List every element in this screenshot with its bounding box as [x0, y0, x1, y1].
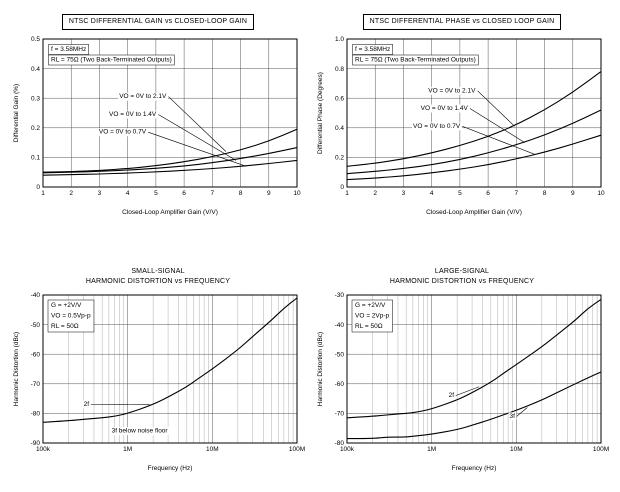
svg-text:VO = 0V to 0.7V: VO = 0V to 0.7V	[413, 123, 461, 130]
svg-text:-80: -80	[31, 411, 41, 418]
svg-text:0.8: 0.8	[335, 66, 344, 73]
chart-title-ntsc-diff-phase: NTSC DIFFERENTIAL PHASE vs CLOSED LOOP G…	[362, 14, 562, 30]
svg-text:100M: 100M	[593, 446, 609, 453]
svg-text:3: 3	[402, 190, 406, 197]
svg-text:9: 9	[571, 190, 575, 197]
svg-text:RL = 75Ω (Two Back-Terminated: RL = 75Ω (Two Back-Terminated Outputs)	[51, 56, 172, 63]
svg-text:10M: 10M	[206, 446, 219, 453]
svg-text:-90: -90	[31, 441, 41, 448]
svg-text:-70: -70	[31, 381, 41, 388]
svg-text:0.3: 0.3	[31, 95, 40, 102]
svg-text:Frequency (Hz): Frequency (Hz)	[452, 465, 497, 472]
ntsc-diff-phase-chart: 1 2 3 4 5 6 7 8 9 10 0 0.2 0.4 0.6 0.8 1.0 Closed-Loop A…	[317, 36, 605, 216]
charts-grid: NTSC DIFFERENTIAL GAIN vs CLOSED-LOOP GA…	[8, 14, 612, 473]
svg-text:0: 0	[36, 184, 40, 191]
svg-text:Harmonic Distortion (dBc): Harmonic Distortion (dBc)	[317, 332, 324, 406]
svg-text:VO = 0V to 1.4V: VO = 0V to 1.4V	[421, 105, 469, 112]
svg-text:Differential Gain (%): Differential Gain (%)	[13, 84, 20, 142]
svg-text:-50: -50	[335, 352, 345, 359]
svg-text:G = +2V/V: G = +2V/V	[51, 302, 82, 309]
svg-text:100M: 100M	[289, 446, 305, 453]
svg-text:3: 3	[98, 190, 102, 197]
svg-text:VO = 2Vp-p: VO = 2Vp-p	[355, 313, 390, 320]
svg-text:8: 8	[239, 190, 243, 197]
svg-text:f = 3.58MHz: f = 3.58MHz	[355, 46, 390, 53]
svg-text:100k: 100k	[36, 446, 51, 453]
chart-title-small-signal-distortion: SMALL-SIGNAL HARMONIC DISTORTION vs FREQ…	[85, 267, 231, 285]
svg-text:3f below noise floor: 3f below noise floor	[112, 428, 169, 435]
svg-text:0.1: 0.1	[31, 154, 40, 161]
svg-text:VO = 0V to 0.7V: VO = 0V to 0.7V	[99, 129, 147, 136]
svg-text:8: 8	[543, 190, 547, 197]
svg-text:0.6: 0.6	[335, 95, 344, 102]
svg-text:RL = 50Ω: RL = 50Ω	[355, 323, 383, 330]
chart-panel-small-signal-distortion: SMALL-SIGNAL HARMONIC DISTORTION vs FREQ…	[8, 267, 308, 474]
svg-text:Frequency (Hz): Frequency (Hz)	[148, 465, 193, 472]
svg-text:-60: -60	[335, 381, 345, 388]
svg-text:3f: 3f	[510, 413, 516, 420]
svg-text:0.5: 0.5	[31, 36, 40, 43]
svg-text:2f: 2f	[449, 393, 455, 400]
chart-panel-ntsc-diff-phase: NTSC DIFFERENTIAL PHASE vs CLOSED LOOP G…	[312, 14, 612, 217]
svg-text:1M: 1M	[123, 446, 132, 453]
svg-text:9: 9	[267, 190, 271, 197]
svg-text:VO = 0V to 1.4V: VO = 0V to 1.4V	[109, 111, 157, 118]
svg-text:7: 7	[515, 190, 519, 197]
svg-text:0.4: 0.4	[31, 66, 40, 73]
chart-title-ntsc-diff-gain: NTSC DIFFERENTIAL GAIN vs CLOSED-LOOP GA…	[61, 14, 255, 30]
svg-text:6: 6	[486, 190, 490, 197]
ntsc-diff-gain-chart: 1 2 3 4 5 6 7 8 9 10 0 0.1 0.2 0.3 0.4 0.5 Closed-Loop A…	[13, 36, 301, 216]
svg-text:1: 1	[345, 190, 349, 197]
svg-text:Differential Phase (Degrees): Differential Phase (Degrees)	[317, 72, 324, 154]
svg-text:0.4: 0.4	[335, 125, 344, 132]
svg-text:Closed-Loop Amplifier Gain (V/: Closed-Loop Amplifier Gain (V/V)	[122, 209, 218, 216]
svg-text:VO = 0.5Vp-p: VO = 0.5Vp-p	[51, 313, 91, 320]
svg-text:10M: 10M	[510, 446, 523, 453]
svg-text:2f: 2f	[84, 401, 90, 408]
svg-text:RL = 50Ω: RL = 50Ω	[51, 323, 79, 330]
svg-text:0.2: 0.2	[335, 154, 344, 161]
svg-text:5: 5	[154, 190, 158, 197]
svg-text:VO = 0V to 2.1V: VO = 0V to 2.1V	[428, 87, 476, 94]
svg-text:Closed-Loop Amplifier Gain (V/: Closed-Loop Amplifier Gain (V/V)	[426, 209, 522, 216]
svg-text:-60: -60	[31, 352, 41, 359]
svg-text:100k: 100k	[340, 446, 355, 453]
svg-text:10: 10	[293, 190, 301, 197]
chart-title-large-signal-distortion: LARGE-SIGNAL HARMONIC DISTORTION vs FREQ…	[389, 267, 535, 285]
svg-text:1M: 1M	[427, 446, 436, 453]
small-signal-distortion-chart: 100k 1M 10M 100M -90 -80 -70 -60 -50 -40 Frequency…	[13, 293, 305, 473]
svg-text:-40: -40	[335, 322, 345, 329]
svg-text:0: 0	[340, 184, 344, 191]
svg-text:f = 3.58MHz: f = 3.58MHz	[51, 46, 86, 53]
svg-text:-40: -40	[31, 293, 41, 300]
svg-text:1.0: 1.0	[335, 36, 344, 43]
svg-text:6: 6	[182, 190, 186, 197]
chart-panel-ntsc-diff-gain: NTSC DIFFERENTIAL GAIN vs CLOSED-LOOP GA…	[8, 14, 308, 217]
svg-text:-30: -30	[335, 293, 345, 300]
svg-text:2: 2	[69, 190, 73, 197]
svg-text:-50: -50	[31, 322, 41, 329]
svg-text:5: 5	[458, 190, 462, 197]
svg-text:1: 1	[41, 190, 45, 197]
svg-text:-80: -80	[335, 441, 345, 448]
svg-text:2: 2	[373, 190, 377, 197]
svg-text:4: 4	[126, 190, 130, 197]
svg-text:4: 4	[430, 190, 434, 197]
svg-text:0.2: 0.2	[31, 125, 40, 132]
large-signal-distortion-chart: 100k 1M 10M 100M -80 -70 -60 -50 -40 -30 Frequency…	[317, 293, 609, 473]
chart-panel-large-signal-distortion: LARGE-SIGNAL HARMONIC DISTORTION vs FREQ…	[312, 267, 612, 474]
svg-text:Harmonic Distortion (dBc): Harmonic Distortion (dBc)	[13, 332, 20, 406]
svg-text:10: 10	[597, 190, 605, 197]
svg-text:VO = 0V to 2.1V: VO = 0V to 2.1V	[119, 93, 167, 100]
svg-text:7: 7	[211, 190, 215, 197]
svg-text:-70: -70	[335, 411, 345, 418]
svg-text:RL = 75Ω (Two Back-Terminated: RL = 75Ω (Two Back-Terminated Outputs)	[355, 56, 476, 63]
svg-text:G = +2V/V: G = +2V/V	[355, 302, 386, 309]
